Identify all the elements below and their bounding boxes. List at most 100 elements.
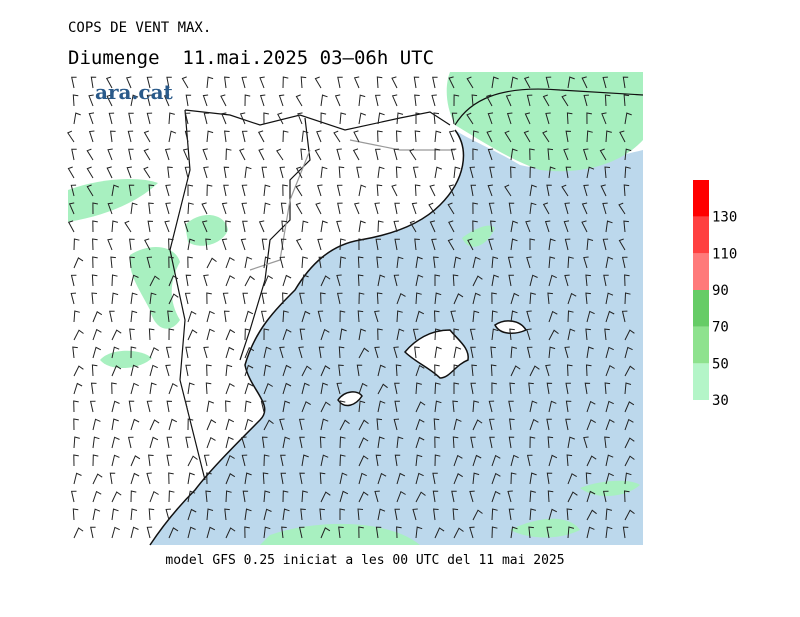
wind-barb <box>339 508 346 520</box>
wind-barb <box>524 112 531 125</box>
wind-barb <box>472 454 482 467</box>
wind-barb <box>111 508 119 521</box>
wind-barb <box>605 292 614 305</box>
wind-barb <box>581 76 588 89</box>
wind-barb <box>472 419 483 431</box>
wind-barb <box>434 382 441 395</box>
wind-barb <box>415 454 423 467</box>
wind-barb <box>586 419 596 431</box>
wind-barb <box>108 112 115 125</box>
wind-barb <box>339 454 346 467</box>
wind-barb <box>168 382 178 395</box>
wind-barb <box>126 76 132 89</box>
wind-barb <box>203 454 210 467</box>
wind-barb <box>376 256 382 269</box>
wind-barb <box>72 346 78 359</box>
wind-barb <box>491 382 497 395</box>
wind-barb <box>187 455 198 467</box>
wind-barb <box>396 490 406 503</box>
wind-barb <box>581 220 588 233</box>
wind-barb <box>605 454 614 467</box>
wind-barb <box>320 527 331 539</box>
wind-barb <box>263 526 271 539</box>
wind-barb <box>301 220 309 233</box>
footer: model GFS 0.25 iniciat a les 00 UTC del … <box>165 553 564 568</box>
wind-barb <box>434 166 442 179</box>
wind-barb <box>107 238 113 251</box>
wind-barb <box>453 293 464 305</box>
colorbar-tick-label: 50 <box>712 356 729 372</box>
wind-barb <box>376 292 383 305</box>
wind-barb <box>263 364 271 377</box>
wind-barb <box>585 364 592 377</box>
wind-barb <box>491 490 501 503</box>
wind-barb <box>70 274 77 287</box>
wind-barb <box>130 508 138 521</box>
wind-barb <box>377 166 385 179</box>
wind-barb <box>546 382 553 395</box>
wind-barb <box>375 526 382 539</box>
wind-barb <box>415 364 425 377</box>
wind-barb <box>336 184 343 197</box>
wind-barb <box>447 238 455 251</box>
wind-barb <box>92 508 101 521</box>
wind-barb <box>375 238 382 251</box>
wind-barb <box>374 310 380 323</box>
wind-barb <box>299 472 305 485</box>
wind-barb <box>301 401 311 413</box>
wind-barb <box>298 346 304 359</box>
wind-barb <box>317 184 323 197</box>
island <box>403 329 469 379</box>
wind-barb <box>395 130 402 143</box>
wind-barb <box>319 436 326 449</box>
wind-barb <box>106 94 113 107</box>
wind-barb <box>225 275 235 287</box>
wind-barb <box>225 473 236 485</box>
wind-barb <box>567 328 576 341</box>
wind-barb <box>529 418 539 431</box>
wind-barb <box>202 148 208 161</box>
wind-barb <box>201 220 208 233</box>
wind-barb <box>259 76 265 89</box>
wind-barb <box>466 76 474 89</box>
wind-barb <box>396 328 405 341</box>
wind-barb <box>244 508 252 521</box>
wind-barb <box>623 220 629 233</box>
wind-barb <box>586 166 595 179</box>
wind-barb <box>130 455 141 467</box>
wind-barb <box>261 436 268 449</box>
wind-barb <box>187 329 198 341</box>
wind-barb <box>318 346 325 359</box>
wind-barb <box>258 220 265 233</box>
wind-barb <box>618 238 626 251</box>
wind-barb <box>450 310 456 323</box>
wind-barb <box>67 130 75 143</box>
wind-barb <box>86 166 94 179</box>
wind-barb <box>377 220 384 233</box>
wind-barb <box>566 112 573 125</box>
wind-barb <box>279 346 285 359</box>
wind-barb <box>358 419 369 431</box>
wind-barb <box>280 454 286 467</box>
wind-barb <box>295 184 303 197</box>
wind-barb <box>143 148 151 161</box>
wind-barb <box>377 112 385 125</box>
wind-barb <box>567 310 574 323</box>
wind-barb <box>605 526 613 539</box>
wind-barb <box>73 527 84 539</box>
wind-barb <box>358 238 364 251</box>
wind-barb <box>299 436 305 449</box>
wind-barb <box>583 436 589 449</box>
wind-barb <box>168 130 177 143</box>
wind-barb <box>282 508 290 521</box>
wind-barb <box>90 76 97 89</box>
wind-barb <box>277 112 284 125</box>
wind-barb <box>149 292 157 305</box>
wind-barb <box>282 382 292 395</box>
wind-barb <box>301 274 309 287</box>
wind-barb <box>282 76 289 89</box>
wind-barb <box>453 94 460 107</box>
wind-barb <box>337 76 343 89</box>
wind-barb <box>391 76 398 89</box>
wind-barb <box>472 400 480 413</box>
